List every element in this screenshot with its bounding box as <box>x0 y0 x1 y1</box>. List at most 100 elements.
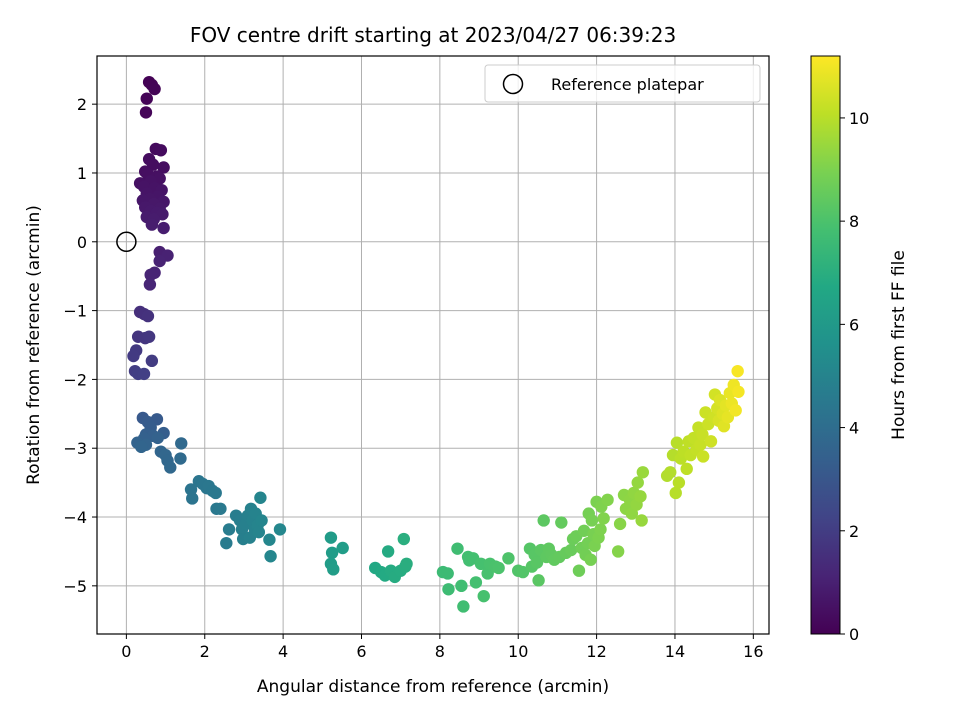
x-tick-label: 16 <box>743 642 763 661</box>
y-tick-label: 2 <box>77 95 87 114</box>
colorbar-tick-label: 6 <box>849 315 859 334</box>
data-points <box>127 75 745 613</box>
x-tick-label: 4 <box>278 642 288 661</box>
data-point <box>397 532 411 546</box>
data-point <box>263 533 276 546</box>
data-point <box>157 161 170 174</box>
data-point <box>127 349 140 363</box>
data-point <box>732 385 745 398</box>
x-axis-ticks: 0 2 4 6 8 10 12 14 16 <box>121 634 764 661</box>
y-tick-label: 0 <box>77 233 87 252</box>
data-point <box>151 431 164 445</box>
data-point <box>613 517 627 531</box>
data-point <box>585 514 599 527</box>
data-point <box>144 268 157 282</box>
data-point <box>154 144 168 157</box>
legend-entry-reference: Reference platepar <box>551 75 704 94</box>
data-point <box>680 462 693 476</box>
data-point <box>457 600 470 613</box>
y-axis-ticks: −5 −4 −3 −2 −1 0 1 2 <box>63 95 97 596</box>
chart-title: FOV centre drift starting at 2023/04/27 … <box>190 23 676 47</box>
x-tick-label: 2 <box>200 642 210 661</box>
data-point <box>669 486 682 500</box>
data-point <box>186 492 199 505</box>
data-point <box>455 579 468 593</box>
y-tick-label: 1 <box>77 164 87 183</box>
data-point <box>400 557 413 571</box>
data-point <box>153 254 166 268</box>
reference-platepar-point <box>116 231 137 253</box>
colorbar-tick-label: 0 <box>849 625 859 644</box>
x-tick-label: 10 <box>508 642 528 661</box>
colorbar-tick-label: 2 <box>849 522 859 541</box>
data-point <box>255 514 268 527</box>
plot-frame <box>96 55 770 635</box>
data-point <box>324 531 338 544</box>
x-tick-label: 6 <box>356 642 366 661</box>
data-point <box>174 452 187 465</box>
data-point <box>597 512 610 525</box>
data-point <box>635 514 648 527</box>
data-point <box>577 524 591 537</box>
data-point <box>143 278 157 291</box>
data-point <box>532 574 545 587</box>
data-point <box>140 92 153 105</box>
data-point <box>164 461 177 474</box>
data-point <box>441 567 454 580</box>
data-point <box>252 525 266 539</box>
data-point <box>273 523 287 536</box>
data-point <box>145 218 159 231</box>
data-point <box>492 561 505 575</box>
grid-lines <box>97 56 769 634</box>
data-point <box>145 354 159 368</box>
data-point <box>694 438 707 451</box>
data-point <box>141 309 155 323</box>
data-point <box>664 466 677 479</box>
colorbar-tick-label: 4 <box>849 419 859 438</box>
legend-reference-marker-icon <box>502 73 524 95</box>
y-tick-label: −5 <box>63 577 87 596</box>
data-point <box>584 553 597 566</box>
data-point <box>502 552 515 565</box>
data-point <box>222 523 236 536</box>
y-axis-label: Rotation from reference (arcmin) <box>24 205 44 485</box>
data-point <box>474 557 488 571</box>
data-point <box>327 563 340 576</box>
data-point <box>672 476 686 489</box>
data-point <box>142 330 156 343</box>
data-point <box>572 564 586 577</box>
colorbar-ticks: 0 2 4 6 8 10 <box>840 109 869 644</box>
y-tick-label: −2 <box>63 370 87 389</box>
colorbar-tick-label: 8 <box>849 212 859 231</box>
data-point <box>137 367 151 381</box>
y-tick-label: −3 <box>63 439 87 458</box>
x-tick-label: 14 <box>665 642 685 661</box>
data-point <box>442 583 455 596</box>
data-point <box>611 545 625 558</box>
data-point <box>325 546 339 560</box>
data-point <box>530 556 544 569</box>
data-point <box>537 514 550 527</box>
data-point <box>696 450 710 463</box>
data-point <box>157 221 170 235</box>
data-point <box>636 466 650 479</box>
data-point <box>139 106 153 119</box>
data-point <box>175 437 188 450</box>
y-tick-label: −4 <box>63 508 87 527</box>
data-point <box>564 543 578 557</box>
data-point <box>704 435 718 448</box>
data-point <box>254 491 267 504</box>
x-tick-label: 8 <box>435 642 445 661</box>
data-point <box>214 502 227 515</box>
data-point <box>209 486 222 500</box>
data-point <box>729 404 742 417</box>
data-point <box>135 440 148 454</box>
legend: Reference platepar <box>484 64 761 103</box>
data-point <box>601 493 614 507</box>
data-point <box>451 542 464 555</box>
x-axis-label: Angular distance from reference (arcmin) <box>257 677 609 697</box>
colorbar-label: Hours from first FF file <box>889 250 909 440</box>
data-point <box>594 523 607 536</box>
data-point <box>477 589 490 603</box>
